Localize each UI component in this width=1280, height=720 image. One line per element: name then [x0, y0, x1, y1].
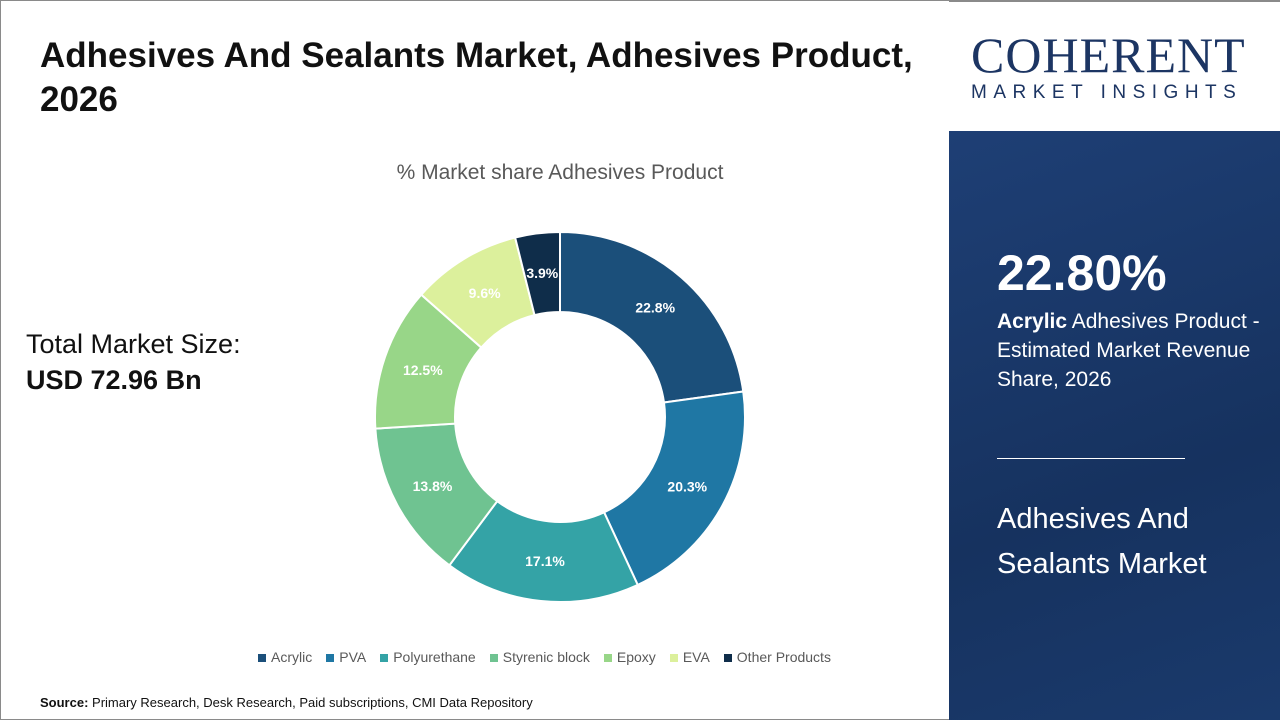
logo-line1: COHERENT [971, 27, 1246, 83]
legend-swatch [326, 654, 335, 662]
slice-other-products [513, 230, 561, 317]
highlight-description: Acrylic Adhesives Product - Estimated Ma… [997, 307, 1267, 394]
data-label: 20.3% [667, 478, 707, 494]
legend-item: EVA [669, 649, 710, 665]
legend: Acrylic PVA Polyurethane Styrenic block Epox… [258, 649, 831, 665]
data-label: 3.9% [526, 265, 558, 281]
legend-label: Styrenic block [502, 649, 590, 665]
total-value: USD 72.96 Bn [26, 365, 202, 395]
logo: COHERENT MARKET INSIGHTS [949, 0, 1280, 131]
legend-swatch [669, 654, 678, 662]
legend-label: EVA [682, 649, 710, 665]
data-label: 12.5% [403, 362, 443, 378]
source-text: Primary Research, Desk Research, Paid su… [92, 695, 533, 710]
highlight-segment: Acrylic [997, 310, 1068, 333]
slice-pva [602, 390, 746, 587]
legend-swatch [258, 654, 266, 662]
legend-item: Acrylic [258, 649, 312, 665]
legend-swatch [489, 654, 498, 662]
total-label: Total Market Size: [26, 329, 241, 359]
source-note: Source: Primary Research, Desk Research,… [40, 695, 533, 710]
legend-label: Polyurethane [393, 649, 476, 665]
data-label: 17.1% [525, 553, 565, 569]
donut-chart: 22.8% 20.3% 17.1% 13.8% 12.5% 9.6% 3.9% [374, 230, 746, 603]
chart-title: % Market share Adhesives Product [396, 161, 724, 184]
legend-label: Epoxy [616, 649, 656, 665]
data-label: 13.8% [413, 478, 453, 494]
divider [997, 458, 1185, 459]
source-label: Source: [40, 695, 89, 710]
highlight-percent: 22.80% [997, 245, 1167, 301]
legend-label: Other Products [736, 649, 831, 665]
legend-label: Acrylic [271, 649, 313, 665]
logo-line2: MARKET INSIGHTS [971, 82, 1243, 103]
legend-item: Styrenic block [489, 649, 590, 665]
page-title: Adhesives And Sealants Market, Adhesives… [40, 36, 913, 119]
market-name: Adhesives And Sealants Market [997, 503, 1207, 580]
legend-item: Polyurethane [380, 649, 476, 665]
legend-item: PVA [326, 649, 366, 665]
side-panel: 22.80% Acrylic Adhesives Product - Estim… [949, 131, 1280, 720]
legend-item: Epoxy [603, 649, 656, 665]
highlight-desc-text: Adhesives Product - Estimated Market Rev… [997, 310, 1260, 391]
legend-swatch [603, 654, 612, 662]
data-label: 22.8% [635, 300, 675, 316]
legend-swatch [380, 654, 389, 662]
legend-label: PVA [339, 649, 367, 665]
slice-acrylic [559, 230, 745, 404]
legend-item: Other Products [723, 649, 831, 665]
total-market-size: Total Market Size: USD 72.96 Bn [26, 326, 241, 398]
data-label: 9.6% [469, 285, 501, 301]
legend-swatch [723, 654, 732, 662]
